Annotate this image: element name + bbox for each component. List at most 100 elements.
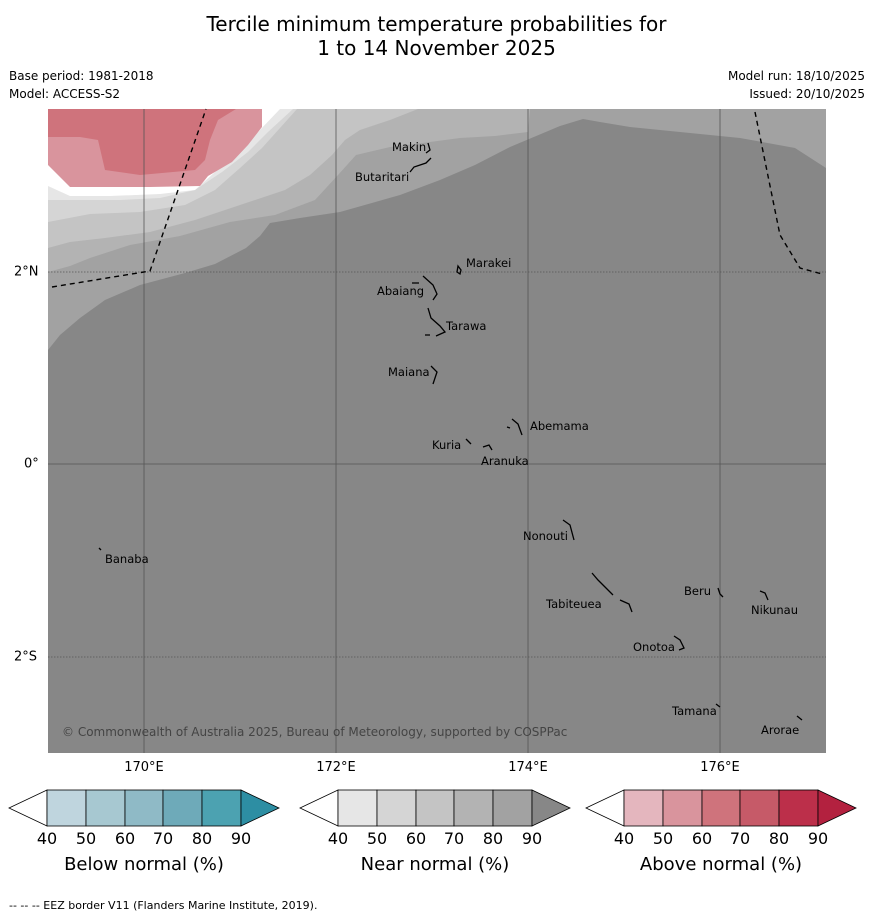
island-aranuka: [482, 444, 493, 451]
cb-below-under: [8, 789, 48, 827]
label-onotoa: Onotoa: [633, 640, 675, 654]
cb-below-tick-80: 80: [192, 829, 212, 848]
cb-below-over: [240, 789, 280, 827]
lon-label-172: 172°E: [316, 760, 356, 775]
island-beru: [717, 587, 724, 598]
colorbar-title-near: Near normal (%): [360, 854, 510, 875]
meta-right: Model run: 18/10/2025 Issued: 20/10/2025: [728, 67, 865, 103]
island-maiana: [430, 365, 438, 385]
colorbar-above-normal: [585, 789, 857, 827]
cb-near-tick-40: 40: [328, 829, 348, 848]
lat-label-2s: 2°S: [14, 649, 38, 665]
label-kuria: Kuria: [432, 438, 461, 452]
cb-above-tick-80: 80: [769, 829, 789, 848]
cb-near-tick-80: 80: [483, 829, 503, 848]
cb-below-50-60: [85, 789, 126, 827]
cb-near-over: [531, 789, 571, 827]
lon-label-170: 170°E: [124, 760, 164, 775]
island-arorae: [796, 715, 803, 721]
cb-above-70-80: [739, 789, 780, 827]
cb-near-60-70: [415, 789, 455, 827]
label-arorae: Arorae: [761, 723, 799, 737]
lon-label-176: 176°E: [700, 760, 740, 775]
island-labels: Makin Butaritari Marakei Abaiang Tarawa …: [105, 140, 799, 737]
label-nonouti: Nonouti: [523, 529, 568, 543]
label-makin: Makin: [392, 140, 426, 154]
cb-near-50-60: [376, 789, 417, 827]
cb-near-40-50: [337, 789, 378, 827]
cb-above-tick-50: 50: [653, 829, 673, 848]
island-tamana: [715, 703, 721, 708]
colorbar-near-normal: [299, 789, 571, 827]
island-tarawa: [425, 307, 447, 337]
colorbar-title-below: Below normal (%): [64, 854, 224, 875]
label-tabiteuea: Tabiteuea: [545, 597, 602, 611]
lat-label-0: 0°: [24, 456, 39, 472]
island-nikunau: [759, 590, 769, 601]
map-title: Tercile minimum temperature probabilitie…: [0, 12, 873, 60]
colorbar-ticks: 40 50 60 70 80 90 40 50 60 70 80 90 40 5…: [37, 829, 828, 848]
cb-below-tick-70: 70: [153, 829, 173, 848]
cb-below-60-70: [124, 789, 164, 827]
island-kuria: [465, 438, 472, 445]
cb-above-tick-40: 40: [614, 829, 634, 848]
label-butaritari: Butaritari: [355, 170, 409, 184]
cb-above-80-90: [778, 789, 819, 827]
cb-near-tick-50: 50: [367, 829, 387, 848]
colorbar-title-above: Above normal (%): [639, 854, 803, 875]
cb-below-tick-40: 40: [37, 829, 57, 848]
colorbars: [8, 789, 857, 827]
cb-near-tick-70: 70: [444, 829, 464, 848]
cb-above-under: [585, 789, 625, 827]
cb-below-tick-90: 90: [231, 829, 251, 848]
model-name: Model: ACCESS-S2: [9, 87, 121, 101]
label-marakei: Marakei: [466, 256, 511, 270]
cb-above-over: [817, 789, 857, 827]
probability-field: [48, 109, 826, 753]
issued-date: Issued: 20/10/2025: [749, 87, 865, 101]
title-line-1: Tercile minimum temperature probabilitie…: [206, 12, 667, 36]
island-onotoa: [673, 635, 685, 651]
island-makin: [425, 142, 431, 154]
cb-below-80-90: [201, 789, 242, 827]
cb-near-80-90: [492, 789, 533, 827]
meta-left: Base period: 1981-2018 Model: ACCESS-S2: [9, 67, 154, 103]
footer-note: -- -- -- EEZ border V11 (Flanders Marine…: [9, 899, 318, 912]
cb-below-40-50: [46, 789, 87, 827]
label-tarawa: Tarawa: [445, 319, 486, 333]
eez-border-east: [754, 111, 823, 275]
label-banaba: Banaba: [105, 552, 149, 566]
island-marakei: [456, 264, 462, 276]
island-abaiang: [412, 275, 438, 301]
lat-label-2n: 2°N: [14, 264, 39, 280]
cb-below-tick-50: 50: [76, 829, 96, 848]
cb-above-60-70: [701, 789, 741, 827]
base-period: Base period: 1981-2018: [9, 69, 154, 83]
island-banaba: [98, 547, 102, 551]
label-tamana: Tamana: [671, 704, 717, 718]
copyright-notice: © Commonwealth of Australia 2025, Bureau…: [62, 725, 567, 739]
cb-above-tick-70: 70: [730, 829, 750, 848]
cb-above-40-50: [623, 789, 664, 827]
label-nikunau: Nikunau: [751, 603, 798, 617]
island-butaritari: [409, 157, 432, 173]
islands: [98, 142, 803, 721]
island-tabiteuea: [591, 572, 633, 613]
graticule: [48, 109, 826, 753]
cb-above-tick-90: 90: [808, 829, 828, 848]
cb-near-tick-90: 90: [522, 829, 542, 848]
cb-below-tick-60: 60: [115, 829, 135, 848]
island-nonouti: [562, 519, 575, 541]
label-abemama: Abemama: [530, 419, 589, 433]
label-abaiang: Abaiang: [377, 284, 424, 298]
eez-border-west: [51, 108, 207, 288]
title-line-2: 1 to 14 November 2025: [317, 36, 556, 60]
cb-below-70-80: [162, 789, 203, 827]
cb-above-tick-60: 60: [692, 829, 712, 848]
label-beru: Beru: [684, 584, 711, 598]
colorbar-below-normal: [8, 789, 280, 827]
lon-label-174: 174°E: [508, 760, 548, 775]
cb-near-70-80: [453, 789, 494, 827]
label-maiana: Maiana: [388, 365, 430, 379]
